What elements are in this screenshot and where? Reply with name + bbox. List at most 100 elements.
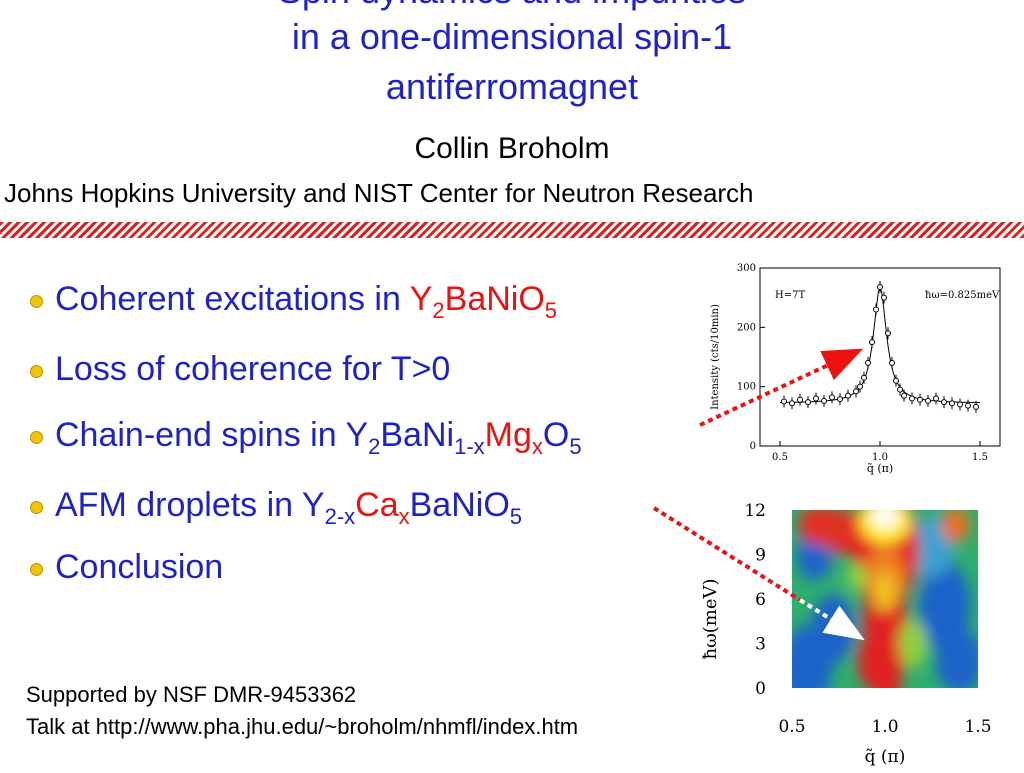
y-tick-label: 0 [750,441,756,452]
heatmap-blob [935,629,978,688]
x-axis-label: q̃ (π) [867,462,893,475]
heatmap-blob [898,619,927,668]
bullet-dot-icon [30,364,43,378]
affiliation: Johns Hopkins University and NIST Center… [4,178,754,208]
bullet-dot-icon [30,430,43,444]
bullet-dot-icon [30,500,43,514]
data-point [941,399,947,406]
heatmap-chart: 0.5 1.0 1.5 0 3 6 9 12 q̃ (π) ħω(meV) [700,501,992,767]
annotation-energy: ħω=0.825meV [925,290,1000,301]
data-point [957,401,963,408]
fit-curve [780,286,980,403]
data-point [965,402,971,409]
data-point [805,399,811,406]
heatmap-blob [941,510,970,543]
data-point [781,398,787,405]
data-point [889,359,895,366]
heatmap-field [792,510,978,688]
hatched-divider [0,222,1024,238]
support-note: Supported by NSF DMR-9453362 [26,682,357,707]
y-axis-label: ħω(meV) [700,578,721,659]
data-point [845,392,851,399]
bullet-conclusion: Conclusion [30,548,223,587]
heatmap-panel: 0.5 1.0 1.5 0 3 6 9 12 q̃ (π) ħω(meV) [700,482,1024,768]
formula-sub: x [398,503,410,529]
formula-sub: 5 [509,503,523,529]
heatmap-blob [857,631,894,688]
formula-bani: BaNiO [444,280,545,318]
data-point [853,388,859,395]
x-tick-label: 1.0 [872,452,888,463]
data-point [869,339,875,346]
bullet-text: AFM droplets in Y [55,486,325,524]
x-tick-label: 1.5 [972,452,988,463]
bullet-text: Coherent excitations in [55,280,410,318]
data-point [829,394,835,401]
x-tick-label: 0.5 [772,452,788,463]
formula-sub: 2 [432,297,445,323]
data-point [861,374,867,381]
intensity-chart: 0.5 1.0 1.5 0 100 200 300 H=7T ħω=0.825meV q̃ (π)… [710,263,1001,475]
formula-part: BaNiO [409,486,510,524]
formula-part: O [542,416,570,454]
annotation-field: H=7T [775,290,805,301]
formula-sub: 2-x [324,503,356,529]
heatmap-blob [873,571,897,612]
formula-part: BaNi [380,416,455,454]
data-point [909,395,915,402]
x-tick-label: 1.5 [964,717,991,737]
y-tick-label: 9 [755,546,766,566]
bullet-text: Conclusion [55,548,224,586]
heatmap-blob [871,510,899,528]
intensity-chart-panel: 0.5 1.0 1.5 0 100 200 300 H=7T ħω=0.825meV q̃ (π)… [700,258,1022,476]
heatmap-blob [810,594,855,663]
formula-sub: x [531,433,543,459]
bullet-afm-droplets: AFM droplets in Y2-xCaxBaNiO5 [30,486,522,530]
formula-sub: 5 [569,433,582,459]
y-tick-label: 6 [755,590,766,610]
data-point [797,396,803,403]
bullet-text: Chain-end spins in Y [55,416,369,454]
talk-url[interactable]: Talk at http://www.pha.jhu.edu/~broholm/… [26,714,579,739]
bullet-loss: Loss of coherence for T>0 [30,350,450,389]
bullet-dot-icon [30,562,43,576]
data-point [973,403,979,410]
data-point [813,395,819,402]
slide-title-line2: antiferromagnet [385,66,639,107]
data-point [897,386,903,393]
y-tick-label: 200 [737,322,756,333]
data-point [789,400,795,407]
y-tick-label: 0 [755,679,766,699]
formula-part: Ca [355,486,399,524]
formula-y: Y [409,280,433,318]
heatmap-blob [847,562,868,591]
formula-part: Mg [484,416,532,454]
heatmap-blob [909,517,954,578]
data-point [865,359,871,366]
x-axis-label: q̃ (π) [865,747,906,767]
bullet-text: Loss of coherence for T>0 [55,350,451,388]
data-point [925,397,931,404]
bullet-dot-icon [30,294,43,308]
data-point [949,400,955,407]
y-tick-label: 12 [744,501,766,521]
data-point [933,395,939,402]
x-tick-label: 1.0 [871,717,898,737]
data-point [885,330,891,337]
data-point [821,397,827,404]
slide-title-line1: in a one-dimensional spin-1 [291,16,733,57]
data-point [917,396,923,403]
data-point [881,294,887,301]
data-point [893,377,899,384]
bullet-chain-end: Chain-end spins in Y2BaNi1-xMgxO5 [30,416,582,460]
formula-sub: 5 [544,297,558,323]
formula-sub: 2 [368,433,381,459]
data-point [873,306,879,313]
formula-sub: 1-x [454,433,485,459]
slide-title-line0: Spin dynamics and impurities [0,0,1024,12]
y-tick-label: 3 [755,635,766,655]
data-point [877,283,883,290]
author: Collin Broholm [414,132,610,165]
x-tick-label: 0.5 [778,717,805,737]
data-point [901,392,907,399]
